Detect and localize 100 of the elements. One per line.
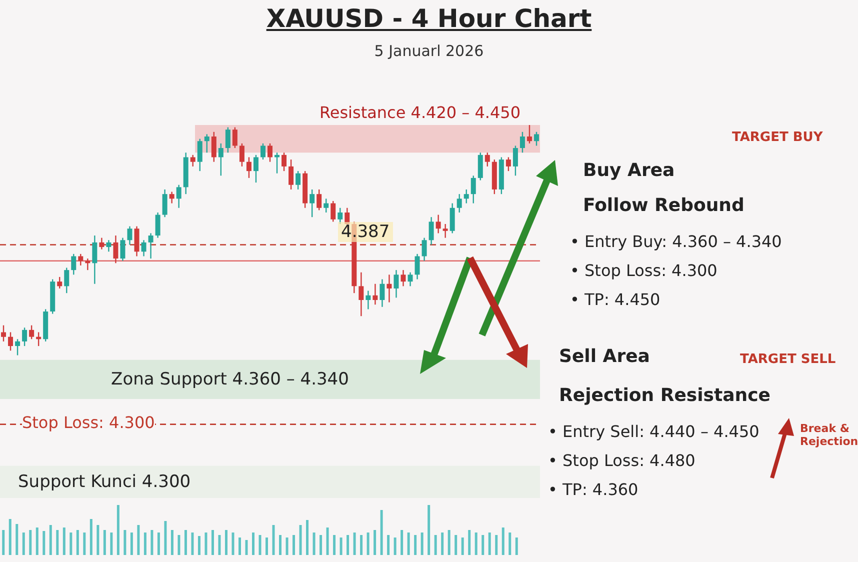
candlestick bbox=[78, 253, 84, 266]
candlestick bbox=[330, 200, 336, 222]
bar bbox=[340, 538, 342, 555]
text: Buy Area bbox=[583, 160, 675, 181]
bar bbox=[346, 535, 350, 555]
bar bbox=[468, 530, 471, 555]
candlestick bbox=[232, 126, 238, 149]
candlestick bbox=[99, 237, 104, 250]
bar bbox=[414, 535, 417, 555]
text: Follow Rebound bbox=[583, 195, 744, 216]
bar bbox=[116, 505, 120, 555]
candlestick bbox=[436, 214, 441, 234]
bar bbox=[124, 530, 126, 555]
bar bbox=[22, 532, 25, 555]
candlestick bbox=[408, 272, 413, 287]
candlestick bbox=[29, 324, 34, 340]
candlestick bbox=[155, 212, 160, 238]
text: • Stop Loss: 4.300 bbox=[570, 261, 718, 280]
candlestick bbox=[380, 278, 385, 308]
bar bbox=[454, 535, 458, 555]
bar bbox=[387, 535, 390, 555]
bar bbox=[353, 532, 356, 555]
candlestick bbox=[268, 142, 272, 162]
candlestick bbox=[225, 126, 230, 154]
candlestick bbox=[148, 232, 154, 260]
bar bbox=[130, 532, 133, 555]
bar bbox=[218, 535, 221, 555]
candlestick bbox=[414, 253, 420, 280]
bar bbox=[184, 530, 187, 555]
bar bbox=[474, 532, 478, 555]
candlestick bbox=[366, 290, 371, 310]
candlestick bbox=[246, 156, 252, 179]
candlestick bbox=[127, 226, 132, 246]
candlestick bbox=[534, 131, 539, 146]
candlestick bbox=[211, 131, 216, 162]
candlestick bbox=[134, 226, 140, 257]
candlestick bbox=[372, 283, 378, 306]
bar bbox=[326, 528, 329, 555]
text: • Entry Sell: 4.440 – 4.450 bbox=[548, 422, 760, 441]
bar bbox=[164, 521, 167, 555]
bar bbox=[42, 531, 46, 555]
text: Sell Area bbox=[559, 346, 650, 367]
bar bbox=[400, 530, 404, 555]
band-label: Resistance 4.420 – 4.450 bbox=[319, 103, 521, 122]
bar bbox=[508, 532, 512, 555]
bar bbox=[150, 530, 154, 555]
bar bbox=[428, 505, 430, 555]
candlestick bbox=[296, 170, 301, 190]
bar bbox=[204, 532, 208, 555]
bar bbox=[312, 532, 316, 555]
bar bbox=[29, 530, 32, 555]
bar bbox=[394, 538, 396, 555]
candlestick bbox=[310, 188, 315, 218]
candlestick bbox=[470, 175, 476, 204]
candlestick bbox=[176, 184, 182, 208]
candlestick bbox=[324, 198, 329, 214]
bar bbox=[16, 524, 18, 555]
candlestick bbox=[22, 327, 28, 347]
bar bbox=[258, 535, 262, 555]
text: • Stop Loss: 4.480 bbox=[548, 451, 696, 470]
bar bbox=[157, 532, 160, 555]
candlestick bbox=[197, 138, 202, 172]
text: Break & Rejection bbox=[800, 422, 858, 448]
text: TARGET BUY bbox=[732, 130, 823, 145]
bar bbox=[502, 528, 504, 555]
candlestick bbox=[113, 234, 118, 264]
candlestick bbox=[190, 154, 196, 168]
candlestick bbox=[1, 324, 6, 342]
bar bbox=[224, 530, 228, 555]
bar bbox=[137, 525, 140, 555]
candlestick bbox=[260, 142, 266, 160]
text: TARGET SELL bbox=[740, 352, 836, 367]
candlestick bbox=[120, 237, 126, 262]
bar bbox=[96, 525, 100, 555]
candlestick bbox=[141, 240, 146, 257]
bar bbox=[70, 532, 72, 555]
bar bbox=[366, 532, 370, 555]
chart-subtitle: 5 Januarl 2026 bbox=[373, 42, 485, 60]
bar bbox=[110, 532, 113, 555]
text: • TP: 4.360 bbox=[548, 480, 638, 499]
bar bbox=[245, 540, 248, 555]
band-label: Support Kunci 4.300 bbox=[18, 472, 191, 492]
bar bbox=[299, 525, 302, 555]
candlestick bbox=[478, 152, 483, 181]
chart-title: XAUUSD - 4 Hour Chart bbox=[265, 4, 593, 33]
text: • Entry Buy: 4.360 – 4.340 bbox=[570, 232, 782, 251]
bar bbox=[232, 532, 234, 555]
candlestick bbox=[288, 158, 294, 190]
candlestick bbox=[57, 276, 62, 290]
candlestick bbox=[358, 272, 364, 317]
bar bbox=[333, 535, 336, 555]
bar bbox=[56, 530, 59, 555]
candlestick bbox=[394, 269, 399, 298]
bar bbox=[306, 520, 309, 555]
text: Stop Loss: 4.300 bbox=[22, 413, 155, 432]
bar bbox=[144, 532, 146, 555]
candlestick bbox=[204, 134, 210, 154]
bar bbox=[488, 532, 491, 555]
candlestick bbox=[442, 223, 448, 238]
candlestick bbox=[92, 234, 98, 284]
